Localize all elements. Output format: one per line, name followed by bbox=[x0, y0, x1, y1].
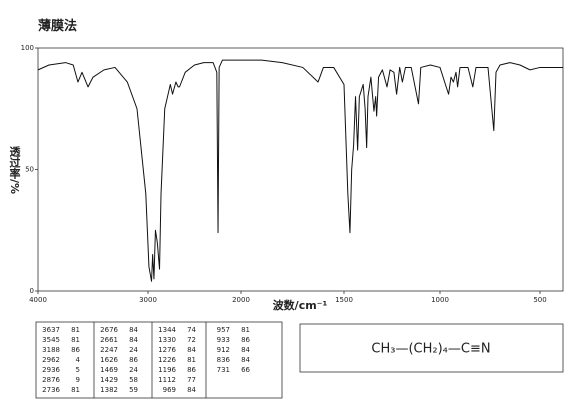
peak-transmittance: 77 bbox=[187, 376, 196, 384]
peak-transmittance: 86 bbox=[187, 366, 196, 374]
peak-wavenumber: 1344 bbox=[158, 326, 176, 334]
peak-wavenumber: 1330 bbox=[158, 336, 176, 344]
peak-transmittance: 81 bbox=[241, 326, 250, 334]
peak-transmittance: 81 bbox=[71, 326, 80, 334]
peak-transmittance: 84 bbox=[241, 356, 250, 364]
peak-transmittance: 58 bbox=[129, 376, 138, 384]
peak-transmittance: 66 bbox=[241, 366, 250, 374]
peak-wavenumber: 957 bbox=[217, 326, 230, 334]
peak-wavenumber: 1429 bbox=[100, 376, 118, 384]
x-tick-label: 3000 bbox=[139, 296, 157, 304]
peak-transmittance: 24 bbox=[129, 366, 138, 374]
peak-wavenumber: 2247 bbox=[100, 346, 118, 354]
y-tick-label: 0 bbox=[30, 287, 34, 295]
peak-transmittance: 86 bbox=[71, 346, 80, 354]
peak-transmittance: 24 bbox=[129, 346, 138, 354]
peak-transmittance: 84 bbox=[187, 346, 196, 354]
peak-wavenumber: 836 bbox=[217, 356, 231, 364]
plot-frame bbox=[37, 47, 564, 292]
peak-wavenumber: 1112 bbox=[158, 376, 176, 384]
peak-transmittance: 81 bbox=[71, 386, 80, 394]
peak-wavenumber: 1626 bbox=[100, 356, 118, 364]
peak-transmittance: 81 bbox=[187, 356, 196, 364]
peak-wavenumber: 1469 bbox=[100, 366, 118, 374]
peak-wavenumber: 1196 bbox=[158, 366, 176, 374]
chart-title: 薄膜法 bbox=[38, 18, 77, 34]
peak-wavenumber: 2661 bbox=[100, 336, 118, 344]
peak-wavenumber: 1382 bbox=[100, 386, 118, 394]
peak-transmittance: 5 bbox=[76, 366, 80, 374]
peak-wavenumber: 3188 bbox=[42, 346, 60, 354]
peak-transmittance: 74 bbox=[187, 326, 196, 334]
x-tick-label: 500 bbox=[533, 296, 546, 304]
peak-transmittance: 84 bbox=[187, 386, 196, 394]
peak-wavenumber: 1226 bbox=[158, 356, 176, 364]
peak-transmittance: 81 bbox=[71, 336, 80, 344]
x-tick-label: 2000 bbox=[232, 296, 250, 304]
peak-wavenumber: 2962 bbox=[42, 356, 60, 364]
peak-wavenumber: 1276 bbox=[158, 346, 176, 354]
peak-transmittance: 4 bbox=[76, 356, 81, 364]
peak-wavenumber: 933 bbox=[217, 336, 230, 344]
structure-frame bbox=[299, 323, 564, 373]
peak-table-frame bbox=[35, 321, 283, 399]
peak-transmittance: 86 bbox=[129, 356, 138, 364]
peak-transmittance: 84 bbox=[129, 326, 138, 334]
peak-transmittance: 84 bbox=[129, 336, 138, 344]
peak-wavenumber: 3545 bbox=[42, 336, 60, 344]
x-tick-label: 1000 bbox=[431, 296, 449, 304]
peak-wavenumber: 2936 bbox=[42, 366, 60, 374]
peak-wavenumber: 912 bbox=[217, 346, 230, 354]
peak-wavenumber: 2736 bbox=[42, 386, 60, 394]
peak-transmittance: 86 bbox=[241, 336, 250, 344]
peak-wavenumber: 2876 bbox=[42, 376, 60, 384]
peak-transmittance: 9 bbox=[76, 376, 80, 384]
y-tick-label: 50 bbox=[25, 166, 34, 174]
peak-wavenumber: 3637 bbox=[42, 326, 60, 334]
peak-wavenumber: 969 bbox=[163, 386, 176, 394]
y-tick-label: 100 bbox=[21, 44, 34, 52]
x-tick-label: 4000 bbox=[29, 296, 47, 304]
y-axis-label: 透过率/% bbox=[8, 146, 21, 194]
peak-wavenumber: 2676 bbox=[100, 326, 118, 334]
spectrum-line bbox=[37, 59, 563, 282]
structure-formula: CH₃—(CH₂)₄—C≡N bbox=[371, 342, 490, 357]
peak-transmittance: 59 bbox=[129, 386, 138, 394]
peak-wavenumber: 731 bbox=[217, 366, 230, 374]
peak-transmittance: 72 bbox=[187, 336, 196, 344]
x-axis-label: 波数/cm⁻¹ bbox=[273, 298, 328, 312]
peak-transmittance: 84 bbox=[241, 346, 250, 354]
x-tick-label: 1500 bbox=[335, 296, 353, 304]
